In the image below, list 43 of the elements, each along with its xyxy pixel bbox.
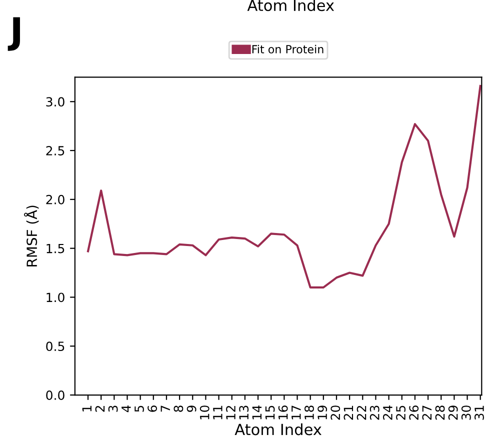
x-tick-label: 27 <box>422 406 432 420</box>
x-tick-label: 12 <box>226 406 236 420</box>
x-tick-label: 14 <box>252 405 262 420</box>
x-tick-label: 22 <box>356 406 366 420</box>
x-tick-label: 31 <box>474 406 484 420</box>
y-tick-label: 0.5 <box>46 342 64 352</box>
x-tick-label: 19 <box>318 406 328 420</box>
x-tick-label: 3 <box>108 406 118 412</box>
x-tick-label: 21 <box>344 406 354 420</box>
text: J <box>8 17 20 51</box>
x-tick-label: 18 <box>304 406 314 420</box>
x-tick-label: 30 <box>461 406 471 420</box>
x-tick-label: 6 <box>148 406 158 412</box>
x-axis-title: Atom Index <box>234 423 322 436</box>
x-tick-label: 7 <box>160 406 170 412</box>
y-tick-label: 0.0 <box>46 390 64 400</box>
x-tick-label: 16 <box>278 406 288 420</box>
x-tick-label: 9 <box>186 406 196 412</box>
x-tick-label: 25 <box>396 406 406 420</box>
x-tick-label: 13 <box>239 406 249 420</box>
x-tick-label: 15 <box>265 406 275 420</box>
x-tick-label: 10 <box>200 406 210 420</box>
line-series <box>86 84 482 288</box>
x-tick-label: 20 <box>330 406 340 420</box>
y-tick-label: 2.5 <box>46 146 64 156</box>
x-tick-label: 8 <box>174 406 184 412</box>
x-tick-label: 24 <box>382 405 392 420</box>
legend-label: Fit on Protein <box>252 44 324 54</box>
x-tick-label: 5 <box>134 406 144 412</box>
x-tick-label: 4 <box>122 405 131 412</box>
x-tick-label: 26 <box>409 406 419 420</box>
y-tick-label: 1.5 <box>46 244 64 254</box>
x-tick-label: 2 <box>95 406 105 412</box>
x-tick-label: 23 <box>370 406 380 420</box>
y-axis-title: RMSF (Å) <box>24 206 39 266</box>
y-tick-label: 2.0 <box>46 194 64 204</box>
x-tick-label: 11 <box>213 406 222 420</box>
x-tick-label: 17 <box>292 406 301 420</box>
x-tick-label: 28 <box>435 406 445 420</box>
x-tick-label: 29 <box>448 406 458 420</box>
y-tick-label: 3.0 <box>46 97 64 107</box>
y-tick-label: 1.0 <box>46 292 64 302</box>
x-tick-label: 1 <box>82 406 92 412</box>
